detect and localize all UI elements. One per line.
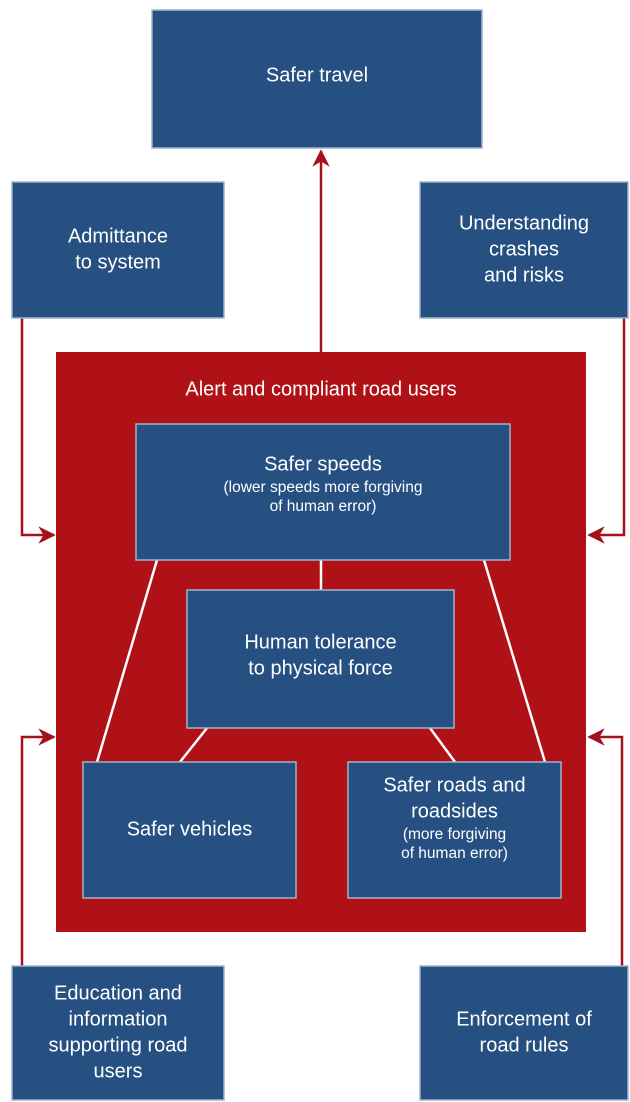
link <box>428 727 457 763</box>
node-box <box>135 423 511 561</box>
node-label: Understanding <box>459 212 589 234</box>
node-box <box>347 761 562 899</box>
node-label: Safer speeds <box>264 453 382 475</box>
node-label: Alert and compliant road users <box>185 378 456 400</box>
arrow <box>587 318 626 544</box>
node-note: of human error) <box>401 845 508 862</box>
node-label: Human tolerance <box>244 631 396 653</box>
node-label: Safer travel <box>266 64 368 86</box>
node-label: Education and <box>54 982 182 1004</box>
link <box>482 559 547 763</box>
node-label: information <box>69 1008 168 1030</box>
node-box <box>151 9 483 149</box>
node-label: Enforcement of <box>456 1008 592 1030</box>
node-label: to physical force <box>248 657 393 679</box>
node-box <box>186 589 455 729</box>
node-box <box>419 181 629 319</box>
node-label: road rules <box>480 1034 569 1056</box>
node-label: to system <box>75 251 161 273</box>
link <box>179 727 208 763</box>
node-label: and risks <box>484 264 564 286</box>
node-note: (lower speeds more forgiving <box>223 479 422 496</box>
node-box <box>419 965 629 1101</box>
node-label: Safer vehicles <box>127 818 253 840</box>
link <box>95 559 159 763</box>
arrow <box>20 728 56 966</box>
node-box <box>11 181 225 319</box>
node-label: Safer roads and <box>383 774 525 796</box>
arrow <box>20 318 56 544</box>
node-box <box>11 965 225 1101</box>
arrow <box>587 728 624 966</box>
node-label: Admittance <box>68 225 168 247</box>
node-label: supporting road <box>49 1034 188 1056</box>
node-note: of human error) <box>270 498 377 515</box>
node-box <box>82 761 297 899</box>
node-label: users <box>94 1060 143 1082</box>
nodes: Safer travel Admittance to system Understan… <box>11 9 629 1101</box>
node-label: roadsides <box>411 800 498 822</box>
node-label: crashes <box>489 238 559 260</box>
node-note: (more forgiving <box>403 826 506 843</box>
